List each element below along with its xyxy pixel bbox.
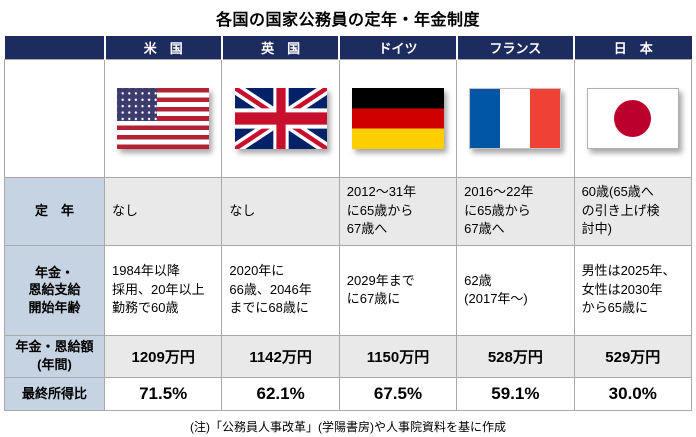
row-pension-amount: 年金・恩給額 (年間) 1209万円 1142万円 1150万円 528万円 5… [4,334,693,378]
flag-cell-france [456,58,575,178]
page-title: 各国の国家公務員の定年・年金制度 [215,12,480,29]
flag-cell-uk [221,58,340,178]
retirement-age-uk: なし [221,176,340,246]
japan-flag-sun [614,99,652,137]
us-flag-icon [117,87,210,149]
income-ratio-france: 59.1% [456,376,575,411]
income-ratio-us: 71.5% [103,376,223,411]
header-row: 米 国 英 国 ドイツ フランス 日 本 [4,36,692,59]
retirement-age-japan: 60歳(65歳へ の引き上げ検 討中) [573,176,693,246]
pension-amount-japan: 529万円 [573,334,693,378]
germany-flag-icon [351,87,444,149]
japan-flag-icon [586,87,679,149]
income-ratio-germany: 67.5% [338,376,458,411]
retirement-age-germany: 2012〜31年 に65歳から 67歳へ [338,176,458,246]
pension-start-france: 62歳 (2017年〜) [456,244,575,336]
pension-amount-uk: 1142万円 [221,334,340,378]
flag-row-spacer [4,58,105,178]
row-pension-start-age: 年金・ 恩給支給 開始年齢 1984年以降 採用、20年以上 勤務で60歳 20… [4,244,693,336]
col-header-us: 米 国 [103,36,222,59]
row-label-pension-start-age: 年金・ 恩給支給 開始年齢 [4,244,105,336]
source-note: (注)「公務員人事改革」(学陽書房)や人事院資料を基に作成 [190,419,506,434]
france-flag-icon [469,87,562,149]
income-ratio-uk: 62.1% [221,376,340,411]
col-header-uk: 英 国 [220,36,340,59]
retirement-age-france: 2016〜22年 に65歳から 67歳へ [456,176,575,246]
pension-start-us: 1984年以降 採用、20年以上 勤務で60歳 [103,244,223,336]
pension-start-germany: 2029年まで に67歳に [338,244,458,336]
income-ratio-japan: 30.0% [573,376,693,411]
flag-cell-japan [573,58,693,178]
col-header-japan: 日 本 [573,36,692,59]
row-label-final-income-ratio: 最終所得比 [4,376,105,411]
flag-cell-us [103,58,223,178]
retirement-age-us: なし [103,176,223,246]
row-label-retirement-age: 定 年 [4,176,105,246]
pension-amount-france: 528万円 [456,334,575,378]
row-final-income-ratio: 最終所得比 71.5% 62.1% 67.5% 59.1% 30.0% [4,376,693,411]
flag-cell-germany [338,58,458,178]
pension-amount-us: 1209万円 [103,334,223,378]
col-header-france: フランス [455,36,575,59]
header-corner [4,36,105,59]
row-retirement-age: 定 年 なし なし 2012〜31年 に65歳から 67歳へ 2016〜22年 … [4,176,693,246]
pension-start-japan: 男性は2025年、 女性は2030年 から65歳に [573,244,693,336]
us-flag-canton [117,87,158,121]
flag-row [4,58,693,178]
pension-start-uk: 2020年に 66歳、2046年 までに68歳に [221,244,340,336]
pension-amount-germany: 1150万円 [338,334,458,378]
comparison-table: 米 国 英 国 ドイツ フランス 日 本 [4,36,693,411]
uk-flag-icon [234,87,327,149]
union-jack-graphic [234,87,327,149]
row-label-pension-amount: 年金・恩給額 (年間) [4,334,105,378]
col-header-germany: ドイツ [338,36,457,59]
